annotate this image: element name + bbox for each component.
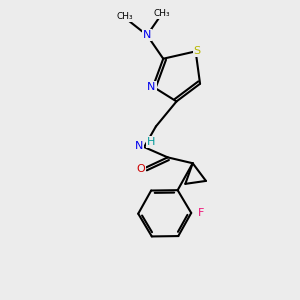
Text: F: F xyxy=(198,208,205,218)
Text: CH₃: CH₃ xyxy=(117,12,133,21)
Text: S: S xyxy=(194,46,201,56)
Text: O: O xyxy=(136,164,145,174)
Text: N: N xyxy=(143,30,151,40)
Text: N: N xyxy=(135,141,143,151)
Text: N: N xyxy=(147,82,156,92)
Text: H: H xyxy=(146,137,155,147)
Text: CH₃: CH₃ xyxy=(154,9,170,18)
